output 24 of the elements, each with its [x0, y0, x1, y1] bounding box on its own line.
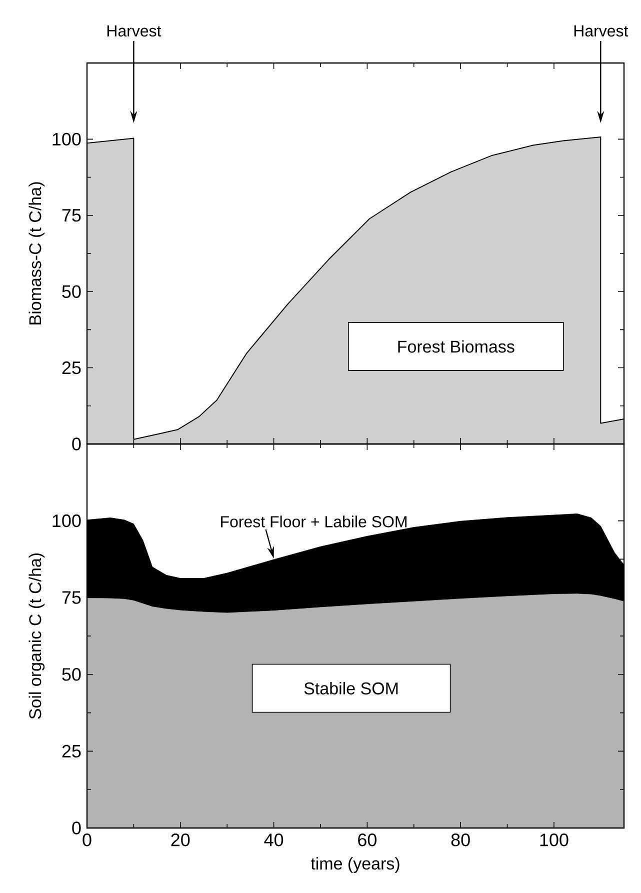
y-tick-label: 50 [62, 668, 81, 681]
text: Harvest [574, 25, 628, 37]
y-tick-label: 0 [72, 438, 81, 450]
x-tick-label: 0 [82, 834, 92, 846]
y-axis-title: Biomass-C (t C/ha) [28, 182, 45, 324]
y-tick-label: 0 [72, 822, 81, 834]
y-tick-label: 100 [52, 514, 81, 528]
y-axis-title: Soil organic C (t C/ha) [28, 553, 45, 719]
y-tick-label: 75 [62, 591, 81, 604]
y-tick-label: 100 [52, 132, 81, 146]
x-tick-label: 80 [451, 834, 470, 846]
annotation: Forest Floor + Labile SOM [221, 516, 406, 528]
x-axis-title: time (years) [310, 857, 400, 873]
x-tick-label: 20 [171, 834, 190, 846]
series-label: Forest Biomass [398, 340, 514, 353]
y-tick-label: 75 [62, 209, 81, 222]
y-tick-label: 50 [62, 285, 81, 298]
x-tick-label: 100 [540, 834, 568, 846]
x-tick-label: 60 [358, 834, 376, 846]
y-tick-label: 25 [62, 361, 81, 374]
x-tick-label: 40 [264, 834, 284, 846]
text: Harvest [107, 25, 162, 37]
y-tick-label: 25 [62, 744, 81, 758]
series-label: Stabile SOM [304, 682, 398, 694]
